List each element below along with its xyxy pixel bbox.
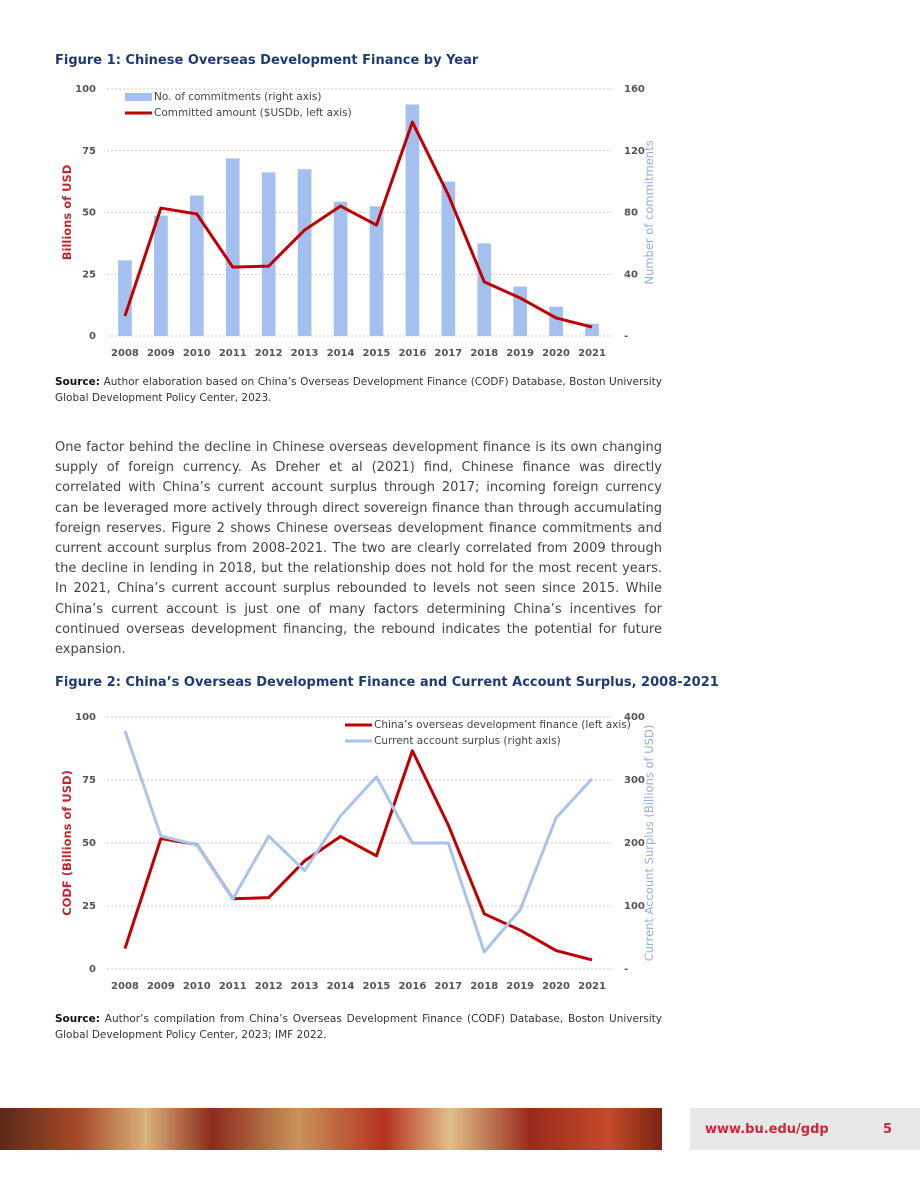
bar	[513, 286, 528, 336]
footer-box	[690, 1108, 920, 1150]
bar	[477, 243, 492, 336]
y2-tick-label: 400	[624, 712, 645, 723]
source-text: Author elaboration based on China’s Over…	[55, 376, 663, 404]
y-tick-label: 50	[82, 838, 96, 849]
y2-axis-title: Current Account Surplus (Billions of USD…	[642, 725, 656, 962]
y-tick-label: 75	[82, 146, 96, 157]
line	[123, 120, 593, 329]
footer-image	[0, 1108, 662, 1150]
x-tick-label: 2015	[363, 981, 391, 992]
bar	[261, 172, 276, 336]
x-tick-label: 2011	[219, 348, 247, 359]
bar	[405, 104, 420, 336]
x-tick-label: 2010	[183, 981, 211, 992]
y2-axis-title: Number of commitments	[642, 140, 656, 284]
y2-tick-label: -	[624, 331, 628, 342]
y-tick-label: 50	[82, 208, 96, 219]
y2-tick-label: 160	[624, 84, 645, 95]
bar	[154, 215, 168, 336]
x-tick-label: 2016	[398, 981, 426, 992]
x-tick-label: 2019	[506, 348, 534, 359]
x-tick-label: 2020	[542, 348, 570, 359]
chart: 0 25 50 75 100 - 40 80 120 160 2008 2009 2010 2011 201…	[60, 84, 656, 359]
x-tick-label: 2015	[363, 348, 391, 359]
y-tick-label: 75	[82, 775, 96, 786]
y2-tick-label: 80	[624, 208, 638, 219]
footer-url[interactable]: www.bu.edu/gdp	[705, 1122, 829, 1137]
x-tick-label: 2009	[147, 348, 175, 359]
bar	[549, 306, 563, 336]
y-tick-label: 25	[82, 901, 96, 912]
line	[123, 749, 593, 962]
y-tick-label: 25	[82, 269, 96, 280]
source-label: Source:	[55, 1013, 100, 1025]
x-tick-label: 2021	[578, 981, 606, 992]
line	[123, 730, 594, 954]
legend-label: China’s overseas development finance (le…	[374, 719, 631, 731]
y2-tick-label: -	[624, 964, 628, 975]
x-tick-label: 2018	[470, 981, 498, 992]
y2-tick-label: 100	[624, 901, 645, 912]
bar	[441, 181, 456, 336]
x-tick-label: 2016	[398, 348, 426, 359]
bar	[333, 201, 348, 336]
y2-tick-label: 300	[624, 775, 645, 786]
x-tick-label: 2012	[255, 348, 283, 359]
legend-label: Committed amount ($USDb, left axis)	[154, 107, 352, 119]
x-tick-label: 2017	[434, 981, 462, 992]
y-tick-label: 0	[89, 331, 96, 342]
page-number: 5	[883, 1122, 893, 1137]
x-tick-label: 2012	[255, 981, 283, 992]
source-note: Source: Author’s compilation from China’…	[55, 1011, 662, 1043]
y-tick-label: 0	[89, 964, 96, 975]
legend-label: No. of commitments (right axis)	[154, 91, 321, 103]
source-label: Source:	[55, 376, 100, 388]
y2-tick-label: 40	[624, 269, 638, 280]
body-paragraph: One factor behind the decline in Chinese…	[55, 440, 662, 658]
x-tick-label: 2008	[111, 981, 139, 992]
x-tick-label: 2019	[506, 981, 534, 992]
y-axis-title: CODF (Billions of USD)	[60, 770, 74, 916]
bar	[297, 169, 312, 336]
x-tick-label: 2013	[291, 981, 319, 992]
x-tick-label: 2013	[291, 348, 319, 359]
x-tick-label: 2009	[147, 981, 175, 992]
bar	[225, 158, 240, 336]
legend-label: Current account surplus (right axis)	[374, 735, 561, 747]
x-tick-label: 2011	[219, 981, 247, 992]
x-tick-label: 2008	[111, 348, 139, 359]
y-axis-title: Billions of USD	[60, 165, 74, 261]
figure-title: Figure 2: China’s Overseas Development F…	[55, 675, 719, 690]
chart: 0 25 50 75 100 - 100 200 300 400 2008 2009 2010 2011 2…	[60, 712, 656, 992]
bar	[189, 195, 204, 336]
x-tick-label: 2010	[183, 348, 211, 359]
y2-tick-label: 120	[624, 146, 645, 157]
x-tick-label: 2018	[470, 348, 498, 359]
y2-tick-label: 200	[624, 838, 645, 849]
x-tick-label: 2021	[578, 348, 606, 359]
y-tick-label: 100	[75, 84, 96, 95]
figure-title: Figure 1: Chinese Overseas Development F…	[55, 53, 479, 68]
bar	[369, 206, 384, 336]
legend-swatch	[125, 93, 152, 101]
x-tick-label: 2020	[542, 981, 570, 992]
x-tick-label: 2014	[327, 981, 355, 992]
source-text: Author’s compilation from China’s Overse…	[55, 1013, 662, 1041]
bar	[118, 260, 132, 336]
y-tick-label: 100	[75, 712, 96, 723]
x-tick-label: 2017	[434, 348, 462, 359]
source-note: Source: Author elaboration based on Chin…	[55, 374, 662, 406]
x-tick-label: 2014	[327, 348, 355, 359]
